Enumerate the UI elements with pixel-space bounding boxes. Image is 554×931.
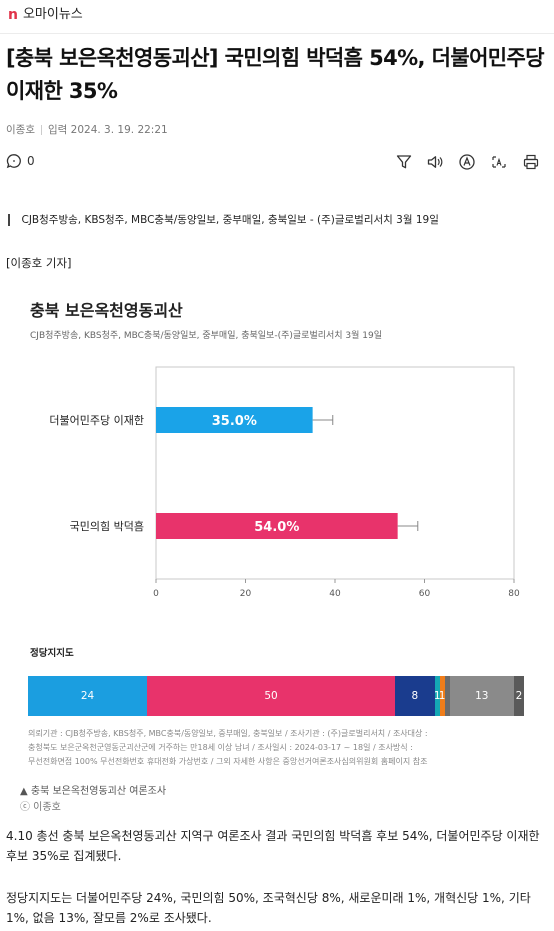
figure-subtitle: CJB청주방송, KBS청주, MBC충북/동양일보, 중부매일, 충북일보-(… <box>30 331 383 341</box>
survey-notes: 의뢰기관 : CJB청주방송, KBS청주, MBC충북/동양일보, 중부매일,… <box>28 727 534 769</box>
x-tick-label: 60 <box>419 589 431 599</box>
candidate-bar <box>156 513 398 539</box>
bar-value-label: 54.0% <box>254 520 299 535</box>
candidate-bar-chart: 0 20 40 60 80 더불어민주당 이재한 35.0% 국민의힘 박덕흠 54.0% <box>49 366 520 599</box>
top-bar: n 오마이뉴스 <box>0 0 554 34</box>
party-segment: 8 <box>395 676 435 716</box>
action-bar: 0 <box>0 150 554 174</box>
text-size-icon[interactable] <box>490 153 508 171</box>
filter-icon[interactable] <box>395 153 413 171</box>
brand-logo[interactable]: n 오마이뉴스 <box>8 6 83 24</box>
party-segment: 50 <box>147 676 396 716</box>
x-tick-label: 20 <box>240 589 252 599</box>
party-segment <box>444 676 450 716</box>
article-headline: [충북 보은옥천영동괴산] 국민의힘 박덕흠 54%, 더불어민주당 이재한 3… <box>6 46 545 103</box>
party-segment: 1 <box>439 676 445 716</box>
x-tick-label: 0 <box>153 589 159 599</box>
quote-bar <box>8 213 10 226</box>
survey-note-line: 의뢰기관 : CJB청주방송, KBS청주, MBC충북/동양일보, 중부매일,… <box>28 729 428 738</box>
x-tick-label: 40 <box>329 589 341 599</box>
author-name[interactable]: 이종호 <box>6 124 35 136</box>
party-support-title: 정당지지도 <box>30 648 74 659</box>
party-segment: 2 <box>514 676 524 716</box>
meta-divider <box>40 124 42 135</box>
source-quote: CJB청주방송, KBS청주, MBC충북/동양일보, 중부매일, 충북일보 -… <box>6 212 554 227</box>
image-credit: ⓒ 이종호 <box>20 802 61 813</box>
print-icon[interactable] <box>522 153 540 171</box>
publish-date: 2024. 3. 19. 22:21 <box>70 123 168 136</box>
comment-button[interactable]: 0 <box>6 153 35 169</box>
poll-figure[interactable]: 충북 보은옥천영동괴산 CJB청주방송, KBS청주, MBC충북/동양일보, … <box>20 287 534 777</box>
plot-frame <box>155 366 515 580</box>
speaker-icon[interactable] <box>426 153 444 171</box>
bar-value-label: 35.0% <box>212 414 257 429</box>
y-category-label: 국민의힘 박덕흠 <box>70 519 144 533</box>
party-segment: 13 <box>449 676 515 716</box>
survey-note-line: 충청북도 보은군옥천군영동군괴산군에 거주하는 만18세 이상 남녀 / 조사일… <box>28 743 413 752</box>
article-meta: 이종호 입력 2024. 3. 19. 22:21 <box>6 122 168 137</box>
figure-title: 충북 보은옥천영동괴산 <box>30 301 183 320</box>
article-paragraph: 정당지지도는 더불어민주당 24%, 국민의힘 50%, 조국혁신당 8%, 새… <box>6 891 531 925</box>
brand-name: 오마이뉴스 <box>22 7 83 22</box>
party-segment: 1 <box>434 676 440 716</box>
survey-note-line: 무선전화면접 100% 무선전화번호 휴대전화 가상번호 / 그외 자세한 사항… <box>28 757 428 766</box>
comment-icon <box>6 154 21 169</box>
candidate-bar <box>156 407 313 433</box>
party-stacked-bar: 24 50 8 1 1 13 2 <box>28 676 524 716</box>
article-paragraph: 4.10 총선 충북 보은옥천영동괴산 지역구 여론조사 결과 국민의힘 박덕흠… <box>6 829 540 863</box>
quote-text: CJB청주방송, KBS청주, MBC충북/동양일보, 중부매일, 충북일보 -… <box>21 214 439 226</box>
y-category-label: 더불어민주당 이재한 <box>49 414 144 427</box>
x-tick-label: 80 <box>508 589 520 599</box>
brand-mark: n <box>8 7 18 23</box>
reporter-tag: [이종호 기자] <box>6 256 72 270</box>
image-caption: ▲ 충북 보은옥천영동괴산 여론조사 <box>20 786 167 797</box>
translate-icon[interactable] <box>458 153 476 171</box>
party-segment: 24 <box>28 676 148 716</box>
comment-count: 0 <box>27 154 35 168</box>
input-label: 입력 <box>47 124 68 136</box>
